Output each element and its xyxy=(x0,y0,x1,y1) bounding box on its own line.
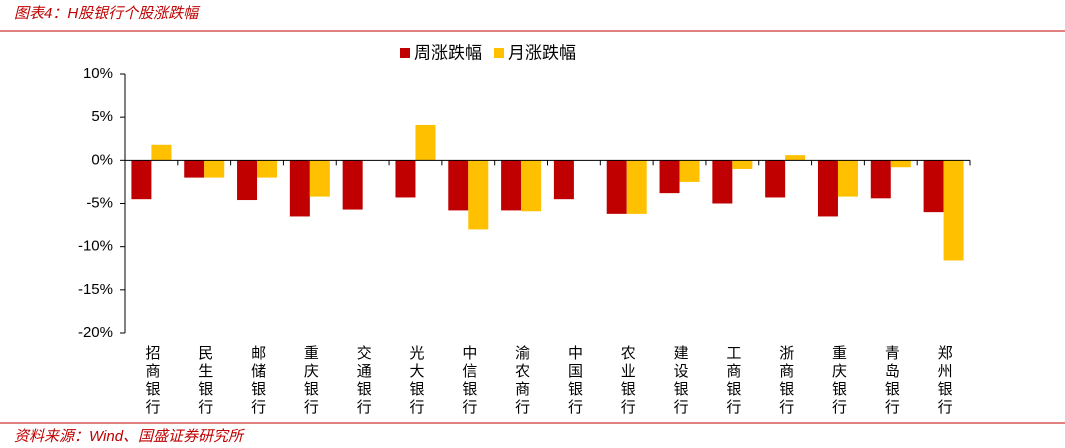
bar xyxy=(237,160,258,201)
y-tick-label: 5% xyxy=(91,108,113,125)
y-tick-label: -10% xyxy=(78,238,113,255)
bar xyxy=(785,155,806,161)
x-tick-label: 重庆银行 xyxy=(830,345,847,417)
bar xyxy=(289,160,310,217)
bar xyxy=(626,160,647,214)
legend-label: 月涨跌幅 xyxy=(508,43,576,62)
bar xyxy=(204,160,225,178)
y-tick-label: -15% xyxy=(78,281,113,298)
bar xyxy=(890,160,911,168)
bar xyxy=(468,160,489,230)
x-tick-label: 农业银行 xyxy=(619,345,636,417)
bar xyxy=(448,160,469,211)
x-tick-label: 建设银行 xyxy=(672,345,689,417)
x-tick-label: 邮储银行 xyxy=(249,345,266,417)
bar xyxy=(342,160,363,210)
y-tick-label: 0% xyxy=(91,151,113,168)
x-tick-label: 光大银行 xyxy=(408,345,425,417)
x-tick-label: 工商银行 xyxy=(724,345,741,417)
bar xyxy=(395,160,416,198)
bar xyxy=(553,160,574,200)
legend-swatch xyxy=(400,48,410,58)
source-note: 资料来源：Wind、国盛证券研究所 xyxy=(14,428,245,445)
y-tick-label: 10% xyxy=(83,65,113,82)
legend-label: 周涨跌幅 xyxy=(414,43,482,62)
bar xyxy=(923,160,944,213)
bar xyxy=(151,144,172,161)
bar xyxy=(606,160,627,214)
bar xyxy=(659,160,680,194)
y-tick-label: -5% xyxy=(86,194,113,211)
x-tick-label: 郑州银行 xyxy=(936,345,953,417)
bar xyxy=(765,160,786,198)
bar xyxy=(679,160,700,182)
x-tick-label: 中国银行 xyxy=(566,345,583,417)
y-tick-label: -20% xyxy=(78,324,113,341)
bar xyxy=(184,160,205,178)
bar xyxy=(837,160,858,197)
bar xyxy=(870,160,891,199)
x-tick-label: 招商银行 xyxy=(143,345,160,417)
x-tick-label: 青岛银行 xyxy=(883,345,900,417)
bar xyxy=(415,124,436,161)
x-tick-label: 渝农商行 xyxy=(513,345,530,417)
bar xyxy=(257,160,278,178)
x-tick-label: 交通银行 xyxy=(355,344,372,417)
x-tick-label: 民生银行 xyxy=(196,345,213,417)
bar xyxy=(501,160,522,211)
bar xyxy=(309,160,330,197)
bar xyxy=(817,160,838,217)
bar xyxy=(712,160,733,204)
bar xyxy=(732,160,753,169)
chart-title: 图表4：H股银行个股涨跌幅 xyxy=(14,5,201,22)
x-tick-label: 中信银行 xyxy=(460,345,477,417)
x-tick-label: 重庆银行 xyxy=(302,345,319,417)
bar xyxy=(521,160,542,212)
x-tick-label: 浙商银行 xyxy=(777,345,794,417)
bar xyxy=(131,160,152,200)
bar xyxy=(943,160,964,261)
legend-swatch xyxy=(494,48,504,58)
